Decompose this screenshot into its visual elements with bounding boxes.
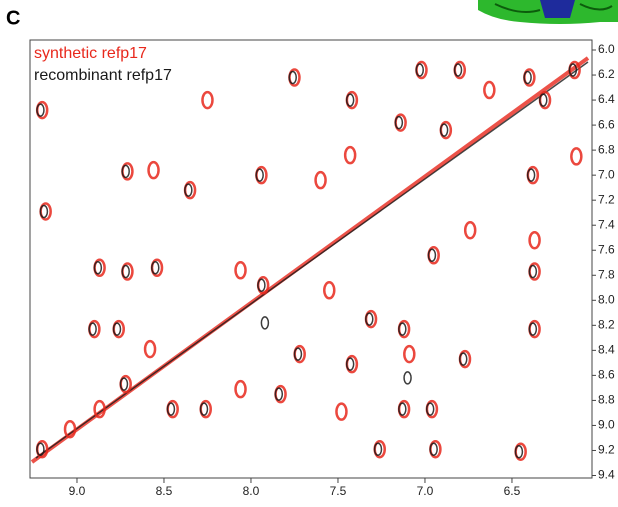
peak — [343, 145, 357, 165]
peak — [314, 170, 327, 190]
y-tick-label: 7.0 — [598, 167, 615, 181]
legend-entry: synthetic refp17 — [34, 45, 147, 62]
peak — [201, 90, 214, 110]
peak — [398, 322, 407, 336]
peak — [39, 204, 49, 219]
peak — [323, 281, 336, 300]
y-tick-label: 6.4 — [598, 92, 615, 106]
peak — [345, 93, 355, 107]
peak — [143, 339, 157, 359]
peak — [425, 402, 435, 416]
y-tick-label: 9.0 — [598, 418, 615, 432]
y-tick-label: 9.4 — [598, 468, 615, 482]
peak — [93, 261, 103, 275]
y-tick-label: 7.6 — [598, 242, 615, 256]
peak — [528, 322, 538, 336]
peak — [539, 93, 548, 107]
peak — [288, 70, 297, 85]
peak — [88, 322, 97, 336]
y-tick-label: 8.4 — [598, 343, 615, 357]
peak — [514, 444, 524, 459]
peak — [483, 80, 496, 100]
x-tick-label: 7.5 — [330, 484, 347, 498]
peak — [415, 63, 424, 77]
peak — [121, 264, 130, 279]
peak — [199, 402, 209, 416]
y-tick-label: 7.4 — [598, 217, 615, 231]
peak — [234, 379, 247, 399]
peak — [93, 399, 106, 419]
peak — [293, 347, 303, 361]
peak — [36, 103, 45, 117]
y-tick-label: 8.6 — [598, 368, 615, 382]
plot-frame — [29, 39, 593, 479]
y-tick-label: 7.8 — [598, 267, 615, 281]
peak — [528, 264, 538, 279]
peak — [274, 387, 284, 401]
y-tick-label: 6.0 — [598, 42, 615, 56]
protein-structure-fragment — [478, 0, 618, 24]
peak — [257, 278, 266, 293]
y-tick-label: 6.8 — [598, 142, 615, 156]
legend-entry: recombinant refp17 — [34, 67, 172, 84]
peak — [568, 63, 578, 77]
peak — [458, 352, 468, 366]
peak — [427, 248, 437, 262]
y-tick-label: 6.6 — [598, 117, 615, 131]
y-tick-label: 8.0 — [598, 292, 615, 306]
peak — [526, 168, 536, 182]
y-tick-label: 6.2 — [598, 67, 615, 81]
peak — [234, 261, 247, 280]
peak — [453, 63, 463, 77]
peak — [394, 115, 404, 130]
peaks — [35, 60, 583, 461]
peak — [570, 147, 583, 166]
y-tick-label: 7.2 — [598, 192, 615, 206]
peak — [345, 357, 355, 371]
peak — [335, 402, 348, 421]
peak — [403, 344, 416, 364]
y-tick-label: 9.2 — [598, 443, 615, 457]
peak — [112, 322, 122, 336]
peak — [121, 164, 130, 179]
peak — [429, 442, 438, 456]
peak — [463, 220, 477, 240]
peak — [63, 419, 77, 439]
x-tick-label: 6.5 — [504, 484, 521, 498]
peak — [184, 183, 193, 197]
peak — [398, 402, 407, 416]
peak — [439, 123, 449, 137]
peak — [255, 168, 264, 182]
peak — [523, 70, 532, 85]
x-tick-label: 7.0 — [417, 484, 434, 498]
peak — [403, 371, 412, 385]
y-tick-label: 8.8 — [598, 393, 615, 407]
peak — [260, 316, 270, 330]
peak — [147, 160, 160, 180]
diagonal — [30, 56, 590, 464]
peak — [528, 230, 541, 250]
x-tick-label: 9.0 — [69, 484, 86, 498]
peak — [365, 312, 374, 326]
panel-label: C — [6, 7, 20, 29]
x-tick-label: 8.0 — [243, 484, 260, 498]
peak — [373, 442, 383, 456]
peak — [166, 402, 176, 416]
peak — [36, 442, 45, 456]
peak — [151, 261, 160, 275]
x-tick-label: 8.5 — [156, 484, 173, 498]
peak — [119, 377, 129, 391]
y-tick-label: 8.2 — [598, 317, 615, 331]
